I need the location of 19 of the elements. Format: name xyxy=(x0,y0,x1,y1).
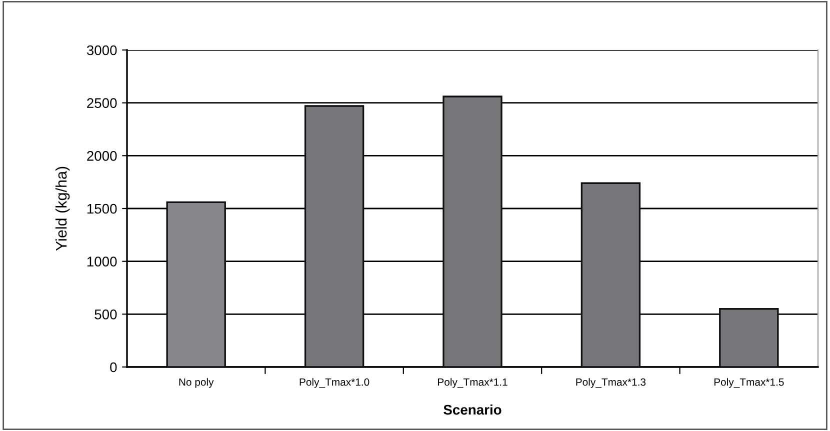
x-tick-label: Poly_Tmax*1.3 xyxy=(576,378,646,388)
y-tick-label: 3000 xyxy=(86,45,117,56)
x-tick-label: Poly_Tmax*1.0 xyxy=(300,378,370,388)
y-tick-label: 2000 xyxy=(87,151,117,161)
x-axis-title: Scenario xyxy=(444,404,502,415)
bar xyxy=(442,96,502,367)
x-tick-label: Poly_Tmax*1.5 xyxy=(714,378,784,388)
x-tick-label: No poly xyxy=(179,378,214,388)
bar xyxy=(580,182,641,367)
y-tick-label: 500 xyxy=(94,310,117,320)
bar xyxy=(719,308,779,367)
y-tick-label: 2500 xyxy=(87,98,117,108)
y-tick-label: 1500 xyxy=(87,204,117,214)
bar xyxy=(166,201,226,367)
y-tick-label: 0 xyxy=(110,362,117,372)
y-axis-title: Yield (kg/ha) xyxy=(55,166,70,251)
y-tick-label: 1000 xyxy=(87,256,117,267)
x-tick-label: Poly_Tmax*1.1 xyxy=(438,378,508,388)
bar xyxy=(304,105,364,367)
